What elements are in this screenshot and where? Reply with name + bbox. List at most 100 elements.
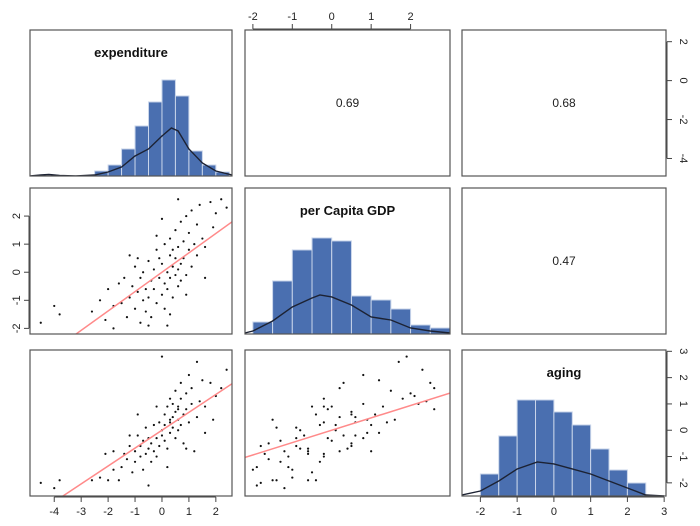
histogram-bar: [272, 280, 293, 334]
scatter-point: [144, 287, 147, 291]
scatter-point: [190, 402, 193, 406]
tick-label: -1: [11, 295, 23, 305]
scatter-point: [306, 450, 310, 453]
scatter-point: [385, 421, 389, 424]
scatter-point: [187, 421, 191, 424]
histogram-bar: [479, 473, 500, 496]
scatter-point: [39, 321, 42, 324]
scatter-point: [166, 324, 169, 327]
panel-frame: [244, 29, 451, 177]
scatter-point: [350, 413, 353, 416]
scatter-point: [171, 402, 174, 406]
scatter-point: [306, 447, 310, 450]
scatter-point: [163, 413, 166, 416]
scatter-point: [225, 368, 228, 371]
scatter-point: [255, 484, 258, 487]
scatter-point: [209, 200, 212, 204]
scatter-point: [168, 237, 172, 240]
scatter-point: [133, 307, 137, 310]
panel-2-1: [244, 349, 451, 497]
scatter-point: [152, 268, 155, 271]
panel-1-1: per Capita GDP: [244, 187, 451, 335]
scatter-point: [193, 243, 196, 246]
scatter-point: [131, 285, 134, 288]
scatter-point: [334, 423, 337, 427]
scatter-point: [39, 481, 42, 484]
panel-content: [245, 237, 450, 334]
tick-label: -2: [677, 478, 689, 488]
scatter-point: [397, 360, 400, 363]
scatter-point: [158, 257, 161, 260]
variable-label: per Capita GDP: [300, 203, 396, 218]
scatter-point: [393, 418, 396, 421]
histogram-bar: [174, 95, 190, 176]
tick-label: -2: [475, 506, 485, 518]
scatter-point: [198, 400, 201, 403]
scatter-point: [203, 405, 207, 408]
histogram-bar: [311, 237, 333, 334]
scatter-point: [147, 324, 150, 327]
scatter-point: [203, 245, 207, 249]
histogram-bar: [121, 148, 136, 176]
tick-label: -2: [103, 506, 113, 518]
variable-label: aging: [547, 365, 582, 380]
scatter-point: [271, 418, 274, 421]
density-curve: [462, 461, 665, 496]
scatter-point: [107, 287, 110, 291]
scatter-point: [195, 254, 199, 257]
scatter-point: [225, 206, 228, 209]
scatter-point: [185, 408, 188, 411]
scatter-point: [421, 368, 424, 371]
panel-frame: [29, 29, 233, 177]
scatter-point: [98, 476, 102, 479]
scatter-point: [139, 321, 142, 324]
scatter-point: [136, 413, 139, 416]
scatter-point: [185, 447, 188, 450]
scatter-point: [160, 217, 164, 220]
scatter-point: [322, 397, 325, 400]
scatter-point: [128, 434, 131, 437]
tick-label: -2: [677, 115, 689, 125]
scatter-point: [147, 484, 150, 487]
scatter-point: [166, 271, 169, 274]
scatter-point: [58, 479, 61, 482]
scatter-point: [90, 310, 94, 313]
tick-label: 0: [677, 78, 689, 84]
scatter-point: [310, 471, 314, 474]
scatter-point: [182, 240, 185, 243]
scatter-point: [322, 452, 325, 456]
histogram-bar: [590, 448, 610, 496]
panel-frame: [244, 349, 451, 497]
scatter-point: [174, 229, 177, 232]
scatter-point: [174, 410, 177, 413]
scatter-point: [171, 415, 174, 419]
scatter-point: [177, 198, 180, 201]
scatter-point: [195, 360, 199, 363]
scatter-point: [212, 418, 215, 421]
scatter-point: [259, 481, 262, 484]
correlation-label: 0.47: [552, 254, 576, 268]
scatter-point: [220, 198, 223, 201]
scatter-point: [120, 465, 123, 469]
scatter-point: [389, 389, 392, 392]
scatter-point: [338, 450, 341, 453]
tick-label: -1: [287, 11, 297, 23]
scatter-point: [318, 460, 322, 463]
scatter-point: [185, 214, 188, 218]
histogram-bar: [148, 101, 163, 176]
panel-1-2: 0.47: [461, 187, 667, 335]
scatter-point: [158, 276, 161, 279]
scatter-point: [212, 226, 215, 229]
scatter-point: [168, 421, 172, 424]
tick-label: 2: [213, 506, 219, 518]
tick-label: 3: [677, 348, 689, 354]
scatter-point: [303, 434, 306, 437]
scatter-point: [214, 212, 217, 215]
scatter-point: [174, 437, 177, 440]
scatter-point: [322, 421, 325, 424]
scatter-point: [373, 413, 377, 416]
tick-label: -1: [677, 452, 689, 462]
scatter-point: [163, 423, 166, 427]
scatter-point: [220, 387, 223, 390]
scatter-point: [177, 268, 180, 271]
